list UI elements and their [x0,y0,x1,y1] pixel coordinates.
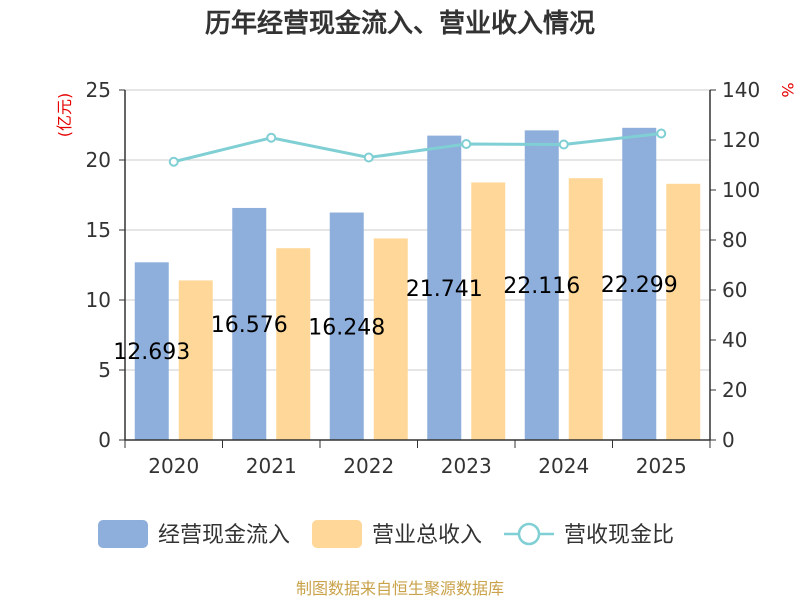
ratio-point [656,128,667,139]
y-left-tick-label: 0 [98,428,111,452]
bar [568,178,603,440]
bar-value-label: 22.116 [503,274,580,299]
bar [622,127,657,441]
x-tick-label: 2021 [246,454,297,478]
y-right-tick-label: 40 [722,328,747,352]
legend-swatch [312,520,362,548]
bar [524,130,559,440]
y-left-tick-label: 10 [86,288,111,312]
x-tick-label: 2024 [538,454,589,478]
bar-value-label: 16.248 [308,315,385,340]
ratio-line [173,132,662,164]
legend-label: 经营现金流入 [158,523,290,548]
x-tick-label: 2025 [636,454,687,478]
y-right-tick-label: 0 [722,428,735,452]
ratio-point [558,139,569,150]
y-left-unit: (亿元) [55,93,74,138]
ratio-point [266,132,277,143]
ratio-line-group [168,128,667,167]
legend-marker [517,522,541,546]
bar [471,182,506,440]
ratio-point [461,139,472,149]
bar [373,238,408,440]
x-tick-label: 2022 [343,454,394,478]
y-left-tick-label: 5 [98,358,111,382]
ratio-point [168,156,179,167]
bar-value-label: 12.693 [113,340,190,365]
bar [276,248,311,440]
y-right-tick-label: 20 [722,378,747,402]
y-right-tick-label: 80 [722,228,747,252]
bar-value-label: 16.576 [211,313,288,338]
bar [232,207,267,440]
y-right-tick-label: 120 [722,128,760,152]
bar [178,280,213,440]
y-right-tick-label: 140 [722,78,760,102]
bar [427,135,462,440]
source-footer: 制图数据来自恒生聚源数据库 [296,579,504,598]
bars-group [134,127,701,441]
legend: 经营现金流入 营业总收入 营收现金比 [98,520,674,548]
bar [134,262,169,440]
y-right-unit: % [778,82,797,97]
chart-title: 历年经营现金流入、营业收入情况 [205,8,595,39]
y-right-tick-label: 100 [722,178,760,202]
y-left-tick-label: 20 [86,148,111,172]
bar-value-label: 22.299 [601,273,678,298]
legend-label: 营业总收入 [372,523,482,548]
x-tick-label: 2023 [441,454,492,478]
bar-labels-group: 12.693 16.576 16.248 21.741 22.116 22.299 [113,273,677,365]
bar [329,212,364,440]
y-left-tick-label: 15 [86,218,111,242]
legend-swatch [98,520,148,548]
bar [666,183,701,441]
bar-value-label: 21.741 [406,277,483,302]
y-right-tick-label: 60 [722,278,747,302]
x-tick-label: 2020 [148,454,199,478]
ratio-point [363,152,374,163]
legend-label: 营收现金比 [564,523,674,548]
y-left-tick-label: 25 [86,78,111,102]
